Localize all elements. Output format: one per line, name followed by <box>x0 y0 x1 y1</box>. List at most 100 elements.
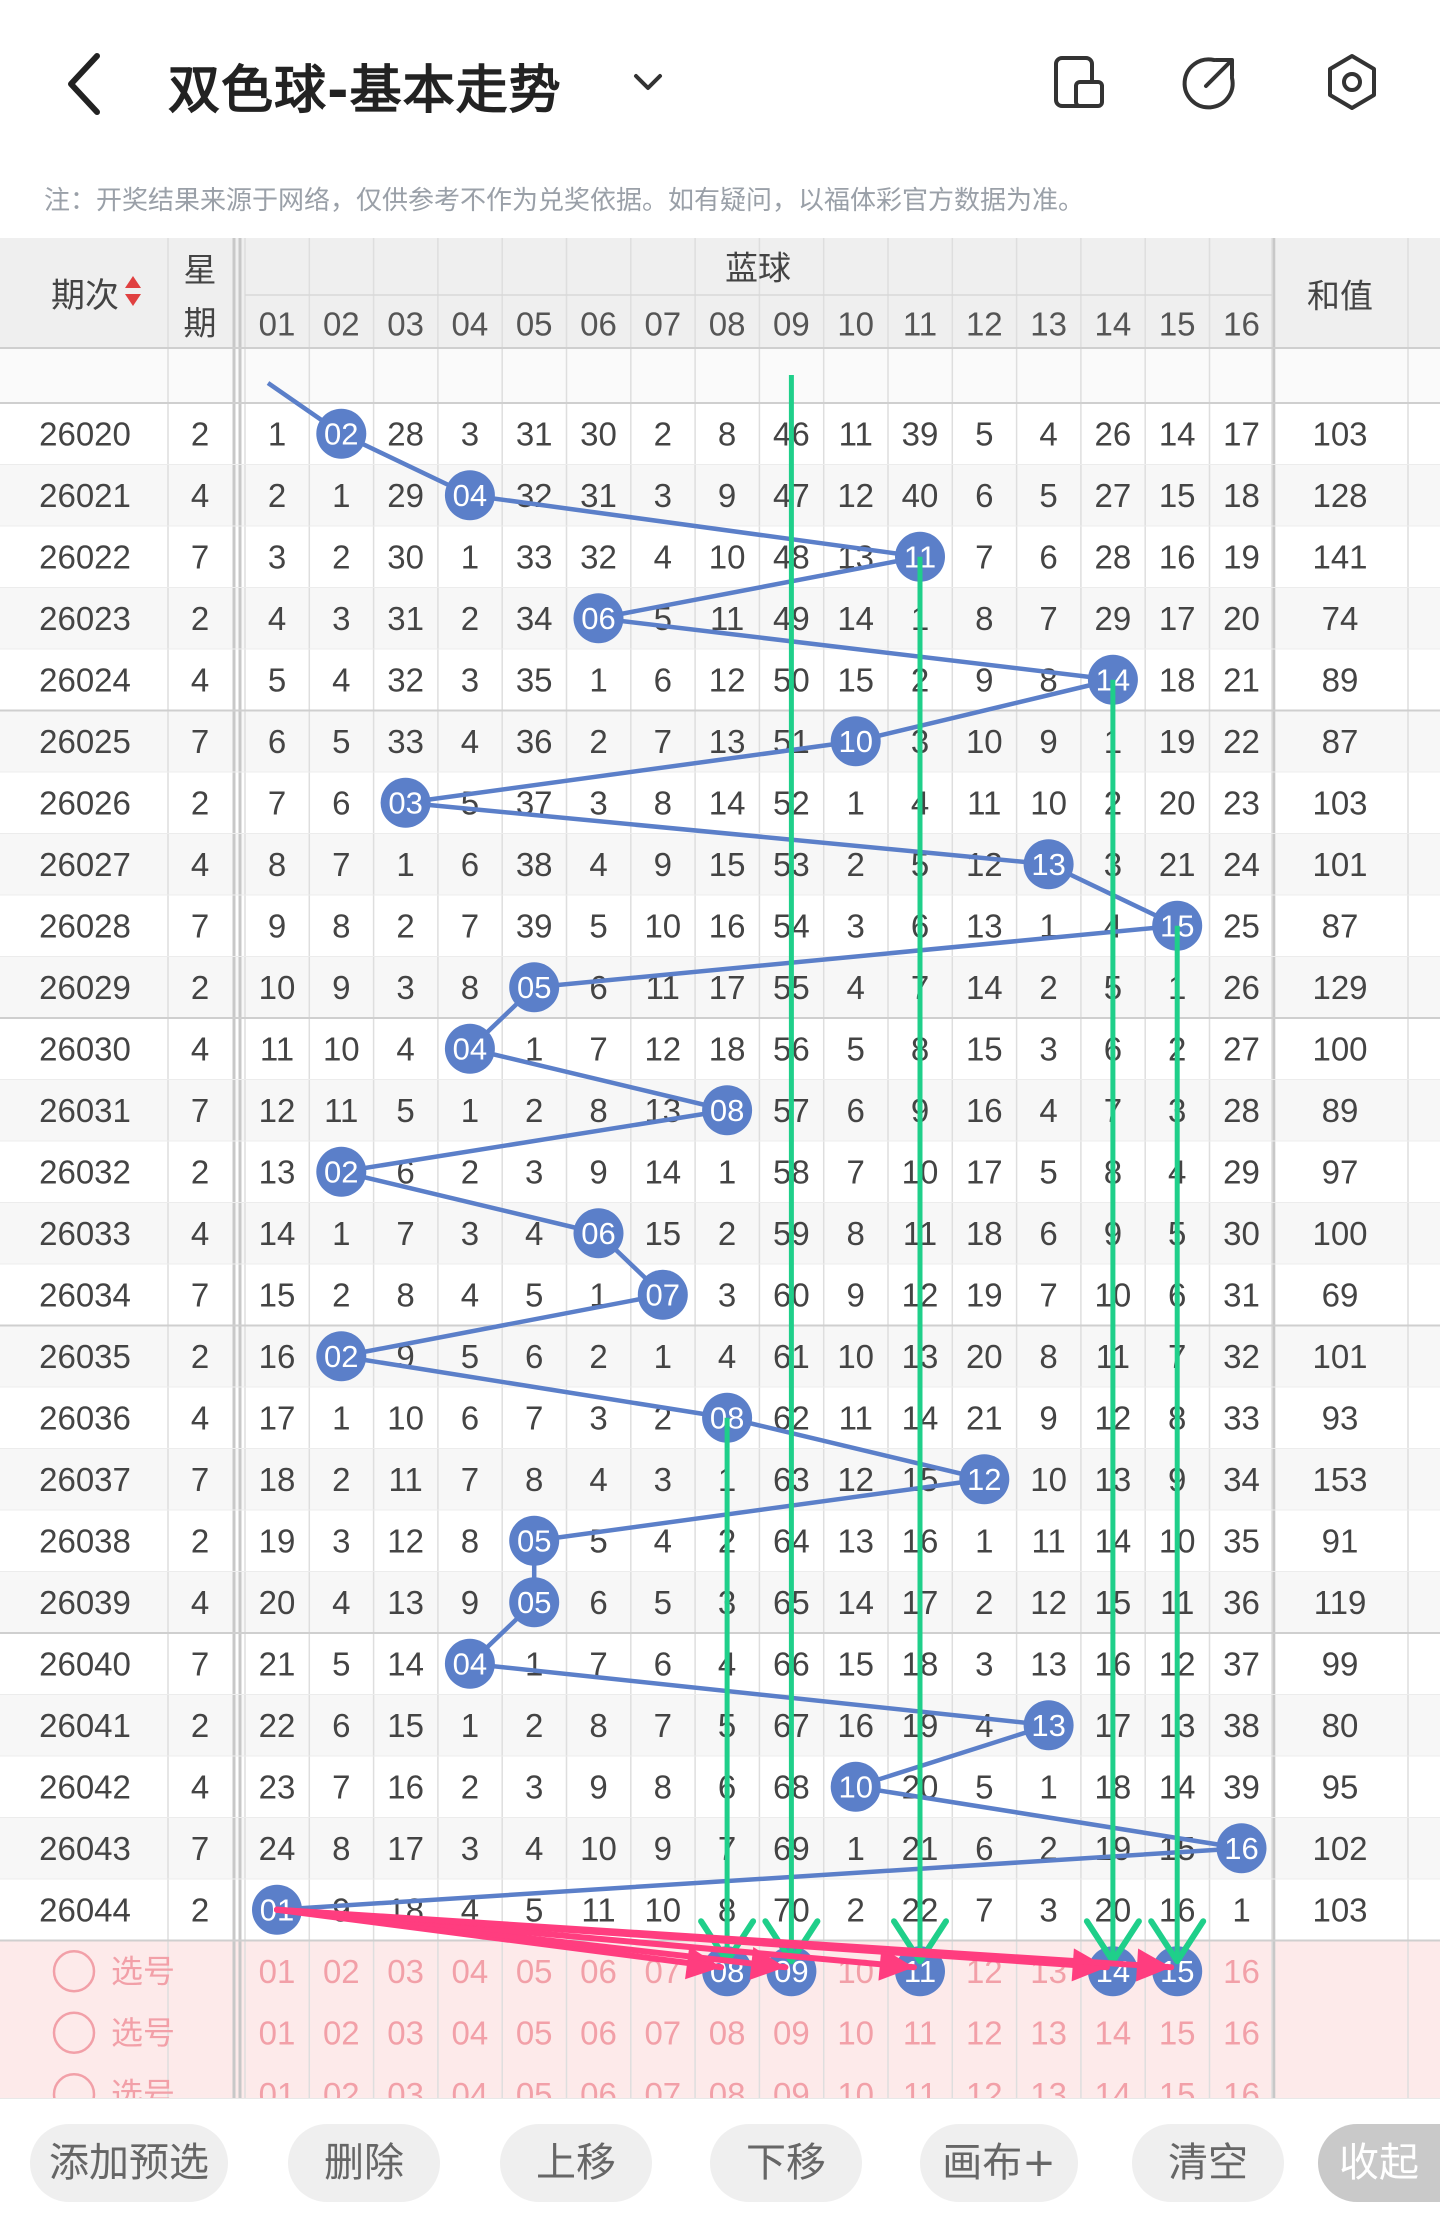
missing-count-cell: 3 <box>975 1645 993 1682</box>
missing-count-cell: 5 <box>589 907 607 944</box>
missing-count-cell: 24 <box>1223 846 1260 883</box>
header-col-08: 08 <box>709 306 746 343</box>
missing-count-cell: 1 <box>461 1092 479 1129</box>
canvas-plus-button[interactable]: 画布+ <box>920 2124 1078 2202</box>
select-radio-icon[interactable] <box>52 1950 96 1993</box>
missing-count-cell: 9 <box>975 661 993 698</box>
missing-count-cell: 8 <box>396 1276 414 1313</box>
missing-count-cell: 21 <box>1223 661 1260 698</box>
period-cell: 26034 <box>39 1276 131 1313</box>
select-ball-option: 02 <box>323 2014 360 2051</box>
page-title[interactable]: 双色球-基本走势 <box>168 61 562 121</box>
missing-count-cell: 32 <box>516 477 553 514</box>
missing-count-cell: 2 <box>1039 1830 1057 1867</box>
missing-count-cell: 3 <box>332 600 350 637</box>
missing-count-cell: 1 <box>589 661 607 698</box>
missing-count-cell: 4 <box>461 1276 479 1313</box>
chevron-down-icon[interactable] <box>628 62 668 102</box>
missing-count-cell: 40 <box>902 477 939 514</box>
missing-count-cell: 35 <box>516 661 553 698</box>
missing-count-cell: 4 <box>461 723 479 760</box>
missing-count-cell: 7 <box>461 1461 479 1498</box>
select-radio-icon[interactable] <box>52 2073 96 2098</box>
missing-count-cell: 8 <box>525 1461 543 1498</box>
missing-count-cell: 11 <box>260 1030 294 1067</box>
missing-count-cell: 1 <box>654 1338 672 1375</box>
sort-down-icon[interactable] <box>125 294 141 306</box>
green-arrow-head <box>762 1918 821 1965</box>
sum-cell: 87 <box>1322 907 1359 944</box>
select-ball-option: 07 <box>644 2014 681 2051</box>
missing-count-cell: 15 <box>709 846 746 883</box>
green-arrow-head <box>1148 1918 1207 1965</box>
share-icon[interactable] <box>1180 52 1240 112</box>
missing-count-cell: 3 <box>589 784 607 821</box>
missing-count-cell: 8 <box>589 1707 607 1744</box>
select-ball-option: 14 <box>1095 2076 1132 2098</box>
missing-count-cell: 5 <box>847 1030 865 1067</box>
sum-cell: 95 <box>1322 1768 1359 1805</box>
blue-ball-number: 02 <box>324 1339 358 1374</box>
weekday-cell: 7 <box>191 1092 209 1129</box>
period-cell: 26041 <box>39 1707 131 1744</box>
missing-count-cell: 39 <box>516 907 553 944</box>
phone-landscape-icon[interactable] <box>1048 52 1108 112</box>
delete-button[interactable]: 删除 <box>288 2124 440 2202</box>
sum-cell: 141 <box>1312 538 1367 575</box>
missing-count-cell: 8 <box>718 415 736 452</box>
header-weekday: 星 <box>184 252 217 289</box>
back-arrow-icon[interactable] <box>55 44 115 124</box>
pink-arrow-line <box>274 1906 1175 1971</box>
sort-up-icon[interactable] <box>125 276 141 288</box>
missing-count-cell: 13 <box>837 1522 874 1559</box>
missing-count-cell: 8 <box>268 846 286 883</box>
missing-count-cell: 4 <box>1039 415 1057 452</box>
missing-count-cell: 14 <box>644 1153 681 1190</box>
missing-count-cell: 2 <box>332 1461 350 1498</box>
clear-button[interactable]: 清空 <box>1132 2124 1284 2202</box>
missing-count-cell: 3 <box>525 1153 543 1190</box>
blue-ball <box>509 1577 560 1628</box>
missing-count-cell: 12 <box>387 1522 424 1559</box>
selected-ball[interactable] <box>1087 1946 1138 1997</box>
collapse-button[interactable]: 收起 <box>1318 2124 1440 2202</box>
missing-count-cell: 1 <box>975 1522 993 1559</box>
sum-cell: 93 <box>1322 1399 1359 1436</box>
sum-cell: 91 <box>1322 1522 1359 1559</box>
blue-ball <box>702 1085 753 1136</box>
blue-ball-number: 05 <box>517 970 551 1005</box>
missing-count-cell: 8 <box>975 600 993 637</box>
selected-ball[interactable] <box>895 1946 945 1997</box>
missing-count-cell: 3 <box>847 907 865 944</box>
blue-ball <box>316 1146 367 1197</box>
move-down-button[interactable]: 下移 <box>710 2124 862 2202</box>
select-ball-option: 09 <box>773 2076 810 2098</box>
weekday-cell: 2 <box>191 600 209 637</box>
settings-icon[interactable] <box>1322 52 1382 112</box>
missing-count-cell: 5 <box>1039 1153 1057 1190</box>
missing-count-cell: 10 <box>709 538 746 575</box>
missing-count-cell: 4 <box>332 661 350 698</box>
missing-count-cell: 4 <box>332 1584 350 1621</box>
missing-count-cell: 8 <box>461 1522 479 1559</box>
missing-count-cell: 3 <box>332 1522 350 1559</box>
missing-count-cell: 10 <box>323 1030 360 1067</box>
add-preselect-button[interactable]: 添加预选 <box>30 2124 228 2202</box>
period-cell: 26043 <box>39 1830 131 1867</box>
missing-count-cell: 10 <box>1030 1461 1067 1498</box>
move-up-button[interactable]: 上移 <box>500 2124 652 2202</box>
missing-count-cell: 7 <box>1039 1276 1057 1313</box>
missing-count-cell: 15 <box>259 1276 296 1313</box>
missing-count-cell: 15 <box>966 1030 1003 1067</box>
missing-count-cell: 30 <box>580 415 617 452</box>
blue-ball-number: 05 <box>517 1585 551 1620</box>
missing-count-cell: 2 <box>525 1092 543 1129</box>
select-ball-option: 05 <box>516 2076 553 2098</box>
select-ball-option: 10 <box>837 2076 874 2098</box>
missing-count-cell: 4 <box>654 1522 672 1559</box>
select-radio-icon[interactable] <box>52 2011 96 2054</box>
missing-count-cell: 4 <box>589 846 607 883</box>
missing-count-cell: 7 <box>975 1891 993 1928</box>
selected-ball[interactable] <box>1152 1946 1203 1997</box>
